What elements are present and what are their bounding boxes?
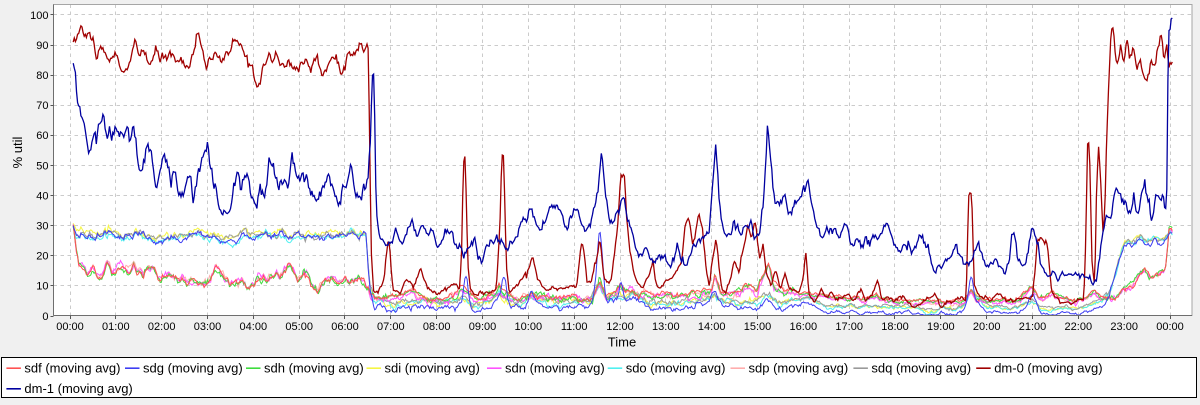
svg-text:sdf (moving avg): sdf (moving avg) [24, 361, 120, 376]
svg-text:sdq (moving avg): sdq (moving avg) [871, 361, 971, 376]
svg-text:06:00: 06:00 [331, 321, 359, 333]
svg-text:sdn (moving avg): sdn (moving avg) [505, 361, 605, 376]
svg-text:dm-0 (moving avg): dm-0 (moving avg) [994, 361, 1102, 376]
svg-text:15:00: 15:00 [744, 321, 772, 333]
svg-text:40: 40 [36, 190, 48, 202]
svg-text:04:00: 04:00 [240, 321, 268, 333]
svg-text:80: 80 [36, 70, 48, 82]
svg-text:19:00: 19:00 [927, 321, 955, 333]
svg-text:09:00: 09:00 [469, 321, 497, 333]
svg-text:90: 90 [36, 40, 48, 52]
svg-text:Time: Time [608, 335, 636, 350]
svg-text:12:00: 12:00 [606, 321, 634, 333]
svg-text:08:00: 08:00 [423, 321, 451, 333]
svg-text:00:00: 00:00 [1156, 321, 1184, 333]
svg-text:50: 50 [36, 160, 48, 172]
svg-text:17:00: 17:00 [835, 321, 863, 333]
svg-text:sdi (moving avg): sdi (moving avg) [385, 361, 480, 376]
svg-text:% util: % util [10, 136, 25, 168]
svg-text:23:00: 23:00 [1110, 321, 1138, 333]
svg-text:16:00: 16:00 [790, 321, 818, 333]
svg-text:21:00: 21:00 [1019, 321, 1047, 333]
svg-text:11:00: 11:00 [561, 321, 588, 333]
svg-text:02:00: 02:00 [148, 321, 176, 333]
svg-text:sdg (moving avg): sdg (moving avg) [143, 361, 243, 376]
svg-text:20: 20 [36, 251, 48, 263]
svg-text:0: 0 [42, 311, 48, 323]
svg-text:20:00: 20:00 [973, 321, 1001, 333]
svg-text:70: 70 [36, 100, 48, 112]
svg-text:05:00: 05:00 [285, 321, 313, 333]
svg-text:sdh (moving avg): sdh (moving avg) [264, 361, 364, 376]
svg-text:18:00: 18:00 [881, 321, 909, 333]
svg-text:10:00: 10:00 [515, 321, 543, 333]
svg-text:00:00: 00:00 [56, 321, 84, 333]
svg-text:10: 10 [36, 281, 48, 293]
svg-text:100: 100 [30, 10, 48, 22]
svg-text:01:00: 01:00 [102, 321, 130, 333]
svg-text:14:00: 14:00 [698, 321, 726, 333]
svg-text:30: 30 [36, 221, 48, 233]
svg-text:07:00: 07:00 [377, 321, 405, 333]
svg-text:dm-1 (moving avg): dm-1 (moving avg) [24, 381, 132, 396]
svg-text:60: 60 [36, 130, 48, 142]
svg-text:22:00: 22:00 [1065, 321, 1093, 333]
svg-text:13:00: 13:00 [652, 321, 680, 333]
svg-text:sdo (moving avg): sdo (moving avg) [626, 361, 726, 376]
svg-text:03:00: 03:00 [194, 321, 222, 333]
svg-text:sdp (moving avg): sdp (moving avg) [749, 361, 849, 376]
